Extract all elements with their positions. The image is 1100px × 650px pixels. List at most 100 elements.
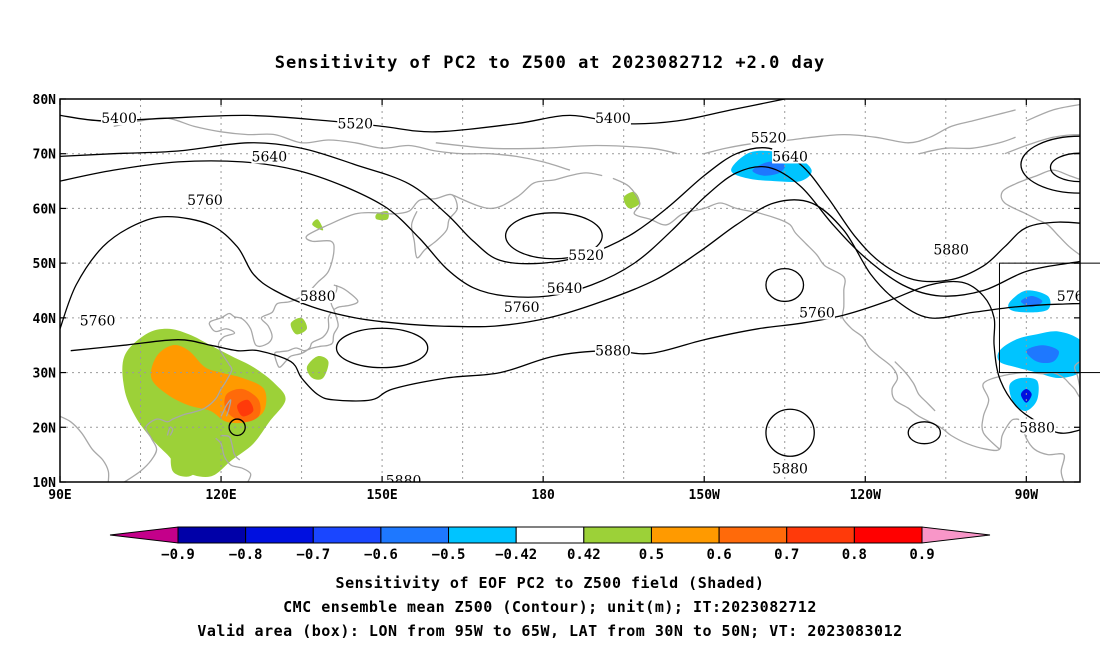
caption-line-2: CMC ensemble mean Z500 (Contour); unit(m… (283, 598, 817, 616)
contour-label-5880: 5880 (1019, 420, 1055, 436)
colorbar-segment (718, 526, 788, 544)
colorbar-segment (312, 526, 382, 544)
gridlines (60, 99, 1080, 482)
colorbar-label: −0.8 (229, 547, 263, 563)
lat-tick-label: 50N (33, 257, 57, 272)
coastline-2 (451, 172, 603, 210)
lat-tick-label: 20N (33, 421, 57, 436)
lon-tick-label: 120W (850, 488, 881, 503)
coastline-3 (612, 177, 1066, 482)
lon-tick-label: 150W (689, 488, 720, 503)
lon-tick-label: 90W (1015, 488, 1039, 503)
colorbar-high-triangle (921, 526, 991, 544)
colorbar-label: −0.6 (364, 547, 398, 563)
coastline-18 (166, 426, 174, 436)
sensitivity-shade-6 (306, 355, 329, 380)
sensitivity-shade-4 (170, 437, 201, 477)
contour-label-bg (772, 460, 809, 476)
contour-5640 (60, 160, 1080, 298)
colorbar-segment (177, 526, 247, 544)
contour-label-bg (772, 148, 809, 164)
coastline-0 (60, 415, 110, 482)
contour-5400 (60, 99, 785, 133)
contour-label-bg (251, 148, 288, 164)
sensitivity-shading-layer (122, 150, 1100, 478)
contour-label-bg (546, 279, 583, 295)
contour-label-bg (1056, 287, 1080, 303)
closed-contour-6 (907, 421, 942, 445)
contour-label-bg (594, 342, 631, 358)
caption-line-3: Valid area (box): LON from 95W to 65W, L… (197, 622, 902, 640)
colorbar-label: 0.5 (639, 547, 664, 563)
longitude-axis: 90E120E150E180150W120W90W60W (48, 99, 1039, 503)
closed-contour-8 (228, 418, 246, 437)
contour-label-bg (186, 192, 223, 208)
coastline-4 (894, 361, 936, 412)
colorbar-segment (583, 526, 652, 544)
contour-label-bg (594, 110, 631, 126)
contour-label-5760: 5760 (1057, 289, 1093, 305)
colorbar-label: −0.42 (495, 547, 537, 563)
closed-contour-4 (335, 327, 429, 369)
coastline-20 (221, 434, 241, 461)
colorbar-label: 0.42 (567, 547, 601, 563)
closed-contour-0 (504, 212, 603, 260)
coastline-22 (435, 142, 678, 155)
contour-label-bg (337, 115, 374, 131)
lat-tick-label: 80N (33, 93, 57, 108)
contour-label-5880: 5880 (595, 344, 631, 360)
contour-label-bg (933, 241, 970, 257)
colorbar-segment (380, 526, 450, 544)
contour-label-5400: 5400 (101, 111, 137, 127)
contour-label-5880: 5880 (772, 461, 808, 477)
contour-label-5640: 5640 (772, 149, 808, 165)
contour-label-bg (503, 298, 540, 314)
contour-label-bg (750, 129, 787, 145)
contour-label-5640: 5640 (1089, 256, 1100, 272)
contour-5520 (60, 142, 1080, 283)
contour-label-bg (299, 287, 336, 303)
closed-contour-3 (765, 267, 805, 303)
contour-label-5520: 5520 (568, 248, 604, 264)
closed-contour-5 (765, 408, 815, 457)
contour-label-bg (568, 246, 605, 262)
coastline-5 (981, 360, 1080, 450)
coastline-15 (333, 284, 359, 311)
coastline-12 (918, 136, 1016, 155)
lat-tick-label: 60N (33, 202, 57, 217)
colorbar: −0.9 −0.8 −0.7 −0.6 −0.5 −0.42 0.42 0.5 0.6 0.7 0.… (109, 526, 991, 563)
sensitivity-shade-15 (1026, 345, 1059, 364)
sensitivity-shade-16 (1091, 310, 1100, 328)
contour-label-bg (385, 472, 422, 482)
sensitivity-shade-8 (312, 219, 324, 231)
coastline-layer (60, 103, 1080, 482)
coastline-10 (1004, 133, 1080, 155)
caption-line-1: Sensitivity of EOF PC2 to Z500 field (Sh… (336, 574, 765, 592)
sensitivity-shade-3 (237, 399, 254, 417)
colorbar-low-triangle (109, 526, 179, 544)
contour-label-bg (1019, 419, 1056, 435)
lat-tick-label: 10N (33, 476, 57, 491)
coastline-16 (274, 309, 339, 368)
contour-label-5760: 5760 (80, 314, 116, 330)
colorbar-label: −0.5 (432, 547, 466, 563)
contour-label-bg (798, 304, 835, 320)
colorbar-label: 0.6 (706, 547, 731, 563)
closed-contour-1 (1020, 135, 1080, 194)
colorbar-segment (448, 526, 517, 544)
contour-label-5640: 5640 (252, 149, 288, 165)
colorbar-label: 0.9 (909, 547, 934, 563)
coastline-17 (220, 399, 232, 417)
lon-tick-label: 120E (205, 488, 236, 503)
map-panel: 5400540055205520552055205640564056405640… (33, 93, 1100, 503)
contour-label-5520: 5520 (337, 117, 373, 133)
lon-tick-label: 90E (48, 488, 71, 503)
colorbar-segment (786, 526, 855, 544)
colorbar-segment (853, 526, 923, 544)
contour-label-5400: 5400 (595, 111, 631, 127)
contour-label-5760: 5760 (799, 305, 835, 321)
sensitivity-shade-18 (1020, 389, 1032, 403)
figure-title: Sensitivity of PC2 to Z500 at 2023082712… (275, 53, 826, 73)
contour-label-5880: 5880 (300, 289, 336, 305)
coastline-14 (113, 117, 571, 171)
